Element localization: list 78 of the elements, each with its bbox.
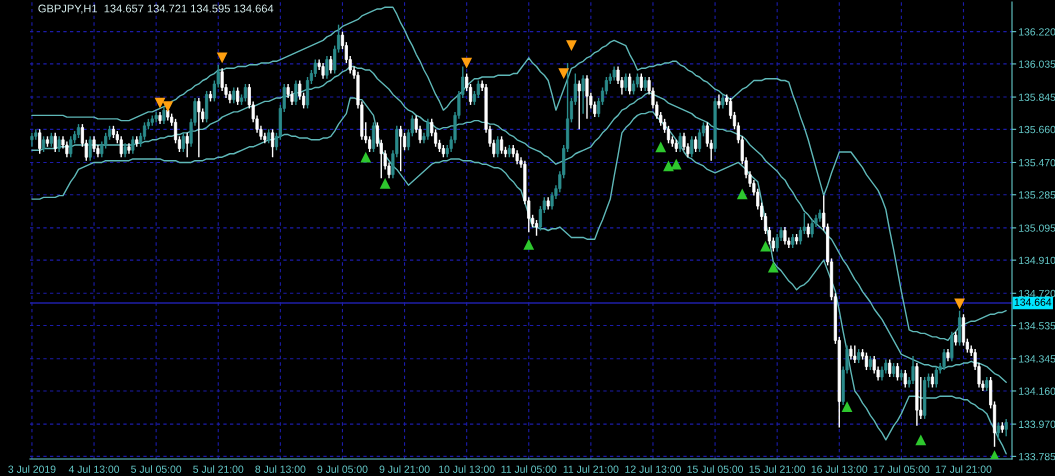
point — [736, 188, 748, 200]
y-tick-label: 135.660 — [1019, 125, 1055, 134]
point — [154, 97, 166, 109]
candlestick — [181, 132, 185, 153]
candlestick — [69, 135, 73, 158]
candlestick — [950, 330, 954, 363]
chart-title: GBPJPY,H1 134.657 134.721 134.595 134.664 — [38, 4, 274, 14]
y-tick-label: 133.785 — [1019, 452, 1055, 461]
y-tick-label: 135.285 — [1019, 191, 1055, 199]
candlestick — [399, 125, 403, 172]
x-tick-label: 5 Jul 21:00 — [193, 465, 244, 473]
candlestick — [185, 132, 189, 158]
y-tick-label: 134.160 — [1019, 387, 1055, 395]
x-tick-label: 9 Jul 05:00 — [317, 465, 368, 473]
candlestick — [585, 74, 589, 120]
x-tick-label: 17 Jul 05:00 — [873, 465, 930, 473]
point — [915, 434, 927, 446]
x-tick-label: 3 Jul 2019 — [8, 465, 56, 473]
x-tick-label: 11 Jul 21:00 — [563, 465, 619, 473]
candlestick — [678, 132, 682, 153]
candlestick — [581, 74, 585, 115]
candlestick — [697, 128, 702, 153]
point — [841, 401, 853, 413]
y-tick-label: 136.220 — [1019, 28, 1055, 36]
x-tick-label: 16 Jul 13:00 — [811, 465, 868, 473]
candlestick — [934, 365, 938, 389]
candlestick — [294, 79, 298, 106]
x-tick-label: 12 Jul 13:00 — [625, 465, 681, 473]
point — [558, 68, 570, 79]
y-tick-label: 135.095 — [1019, 224, 1055, 232]
candlestick — [690, 135, 694, 158]
candlestick — [942, 348, 946, 371]
point — [379, 178, 391, 189]
candlestick — [628, 72, 632, 96]
candlestick — [30, 132, 34, 148]
point — [360, 151, 372, 163]
point — [655, 141, 667, 153]
candlestick — [38, 128, 42, 155]
y-tick-label: 134.535 — [1019, 322, 1055, 330]
candlestick — [119, 135, 123, 158]
y-tick-label: 133.970 — [1019, 420, 1055, 428]
point — [461, 57, 473, 69]
point — [162, 101, 174, 113]
candlestick — [717, 93, 721, 110]
point — [767, 261, 779, 273]
candlestick — [496, 135, 500, 158]
x-tick-label: 10 Jul 13:00 — [439, 465, 495, 473]
candlestick — [197, 97, 201, 158]
candlestick — [325, 55, 329, 80]
x-tick-label: 5 Jul 05:00 — [131, 465, 182, 473]
y-tick-label: 134.720 — [1019, 289, 1055, 298]
x-tick-label: 4 Jul 13:00 — [68, 465, 120, 473]
candlestick — [371, 121, 376, 153]
y-tick-label: 135.470 — [1019, 158, 1055, 167]
candlestick — [53, 132, 57, 153]
candlestick — [577, 79, 581, 131]
candlestick — [911, 355, 915, 385]
y-tick-label: 134.910 — [1019, 256, 1055, 265]
x-tick-label: 15 Jul 05:00 — [687, 465, 744, 473]
y-tick-label: 134.345 — [1019, 355, 1055, 363]
line-series — [31, 6, 1007, 342]
point — [954, 298, 965, 310]
line-series — [31, 97, 1007, 455]
x-tick-label: 15 Jul 21:00 — [749, 465, 806, 473]
candlestick — [271, 128, 275, 158]
point — [566, 40, 577, 51]
x-tick-label: 9 Jul 21:00 — [379, 465, 430, 473]
y-tick-label: 135.845 — [1019, 93, 1055, 101]
point — [760, 240, 771, 252]
point — [216, 52, 228, 64]
candlestick — [88, 135, 92, 162]
x-tick-label: 17 Jul 21:00 — [935, 465, 992, 473]
candlestick — [426, 118, 430, 141]
point — [523, 239, 535, 250]
y-tick-label: 136.035 — [1019, 60, 1055, 68]
x-tick-label: 11 Jul 05:00 — [501, 465, 557, 473]
ref-line-label: 134.664 — [1014, 298, 1052, 306]
x-tick-label: 8 Jul 13:00 — [255, 465, 306, 473]
